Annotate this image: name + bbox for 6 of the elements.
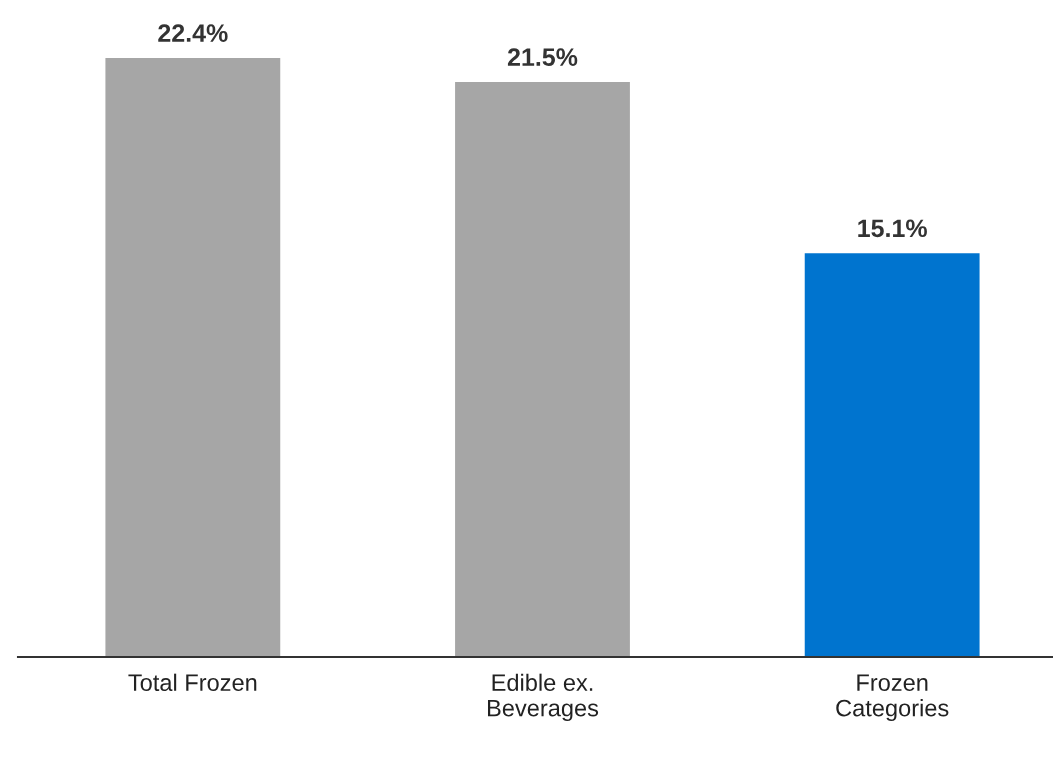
x-tick-label: Total Frozen: [128, 673, 257, 692]
x-tick-label: Edible ex. Beverages: [487, 673, 599, 722]
data-label: 15.1%: [858, 219, 927, 238]
data-label: 21.5%: [507, 48, 578, 67]
x-tick-label: Frozen Categories: [836, 674, 949, 722]
data-label: 22.4%: [158, 24, 228, 42]
